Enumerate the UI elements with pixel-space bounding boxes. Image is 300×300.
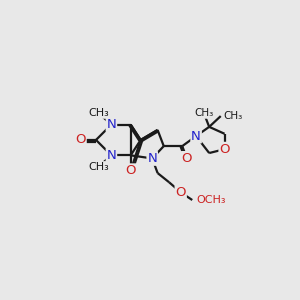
Text: N: N (147, 152, 157, 165)
Text: CH₃: CH₃ (194, 108, 213, 118)
Text: O: O (176, 186, 186, 199)
Text: O: O (125, 164, 136, 177)
Text: CH₃: CH₃ (88, 108, 109, 118)
Text: N: N (191, 130, 201, 142)
Text: O: O (75, 134, 86, 146)
Text: O: O (182, 152, 192, 165)
Text: CH₃: CH₃ (88, 162, 109, 172)
Text: O: O (219, 143, 230, 156)
Text: CH₃: CH₃ (223, 111, 242, 121)
Text: OCH₃: OCH₃ (196, 195, 226, 205)
Text: N: N (106, 149, 116, 162)
Text: N: N (106, 118, 116, 131)
